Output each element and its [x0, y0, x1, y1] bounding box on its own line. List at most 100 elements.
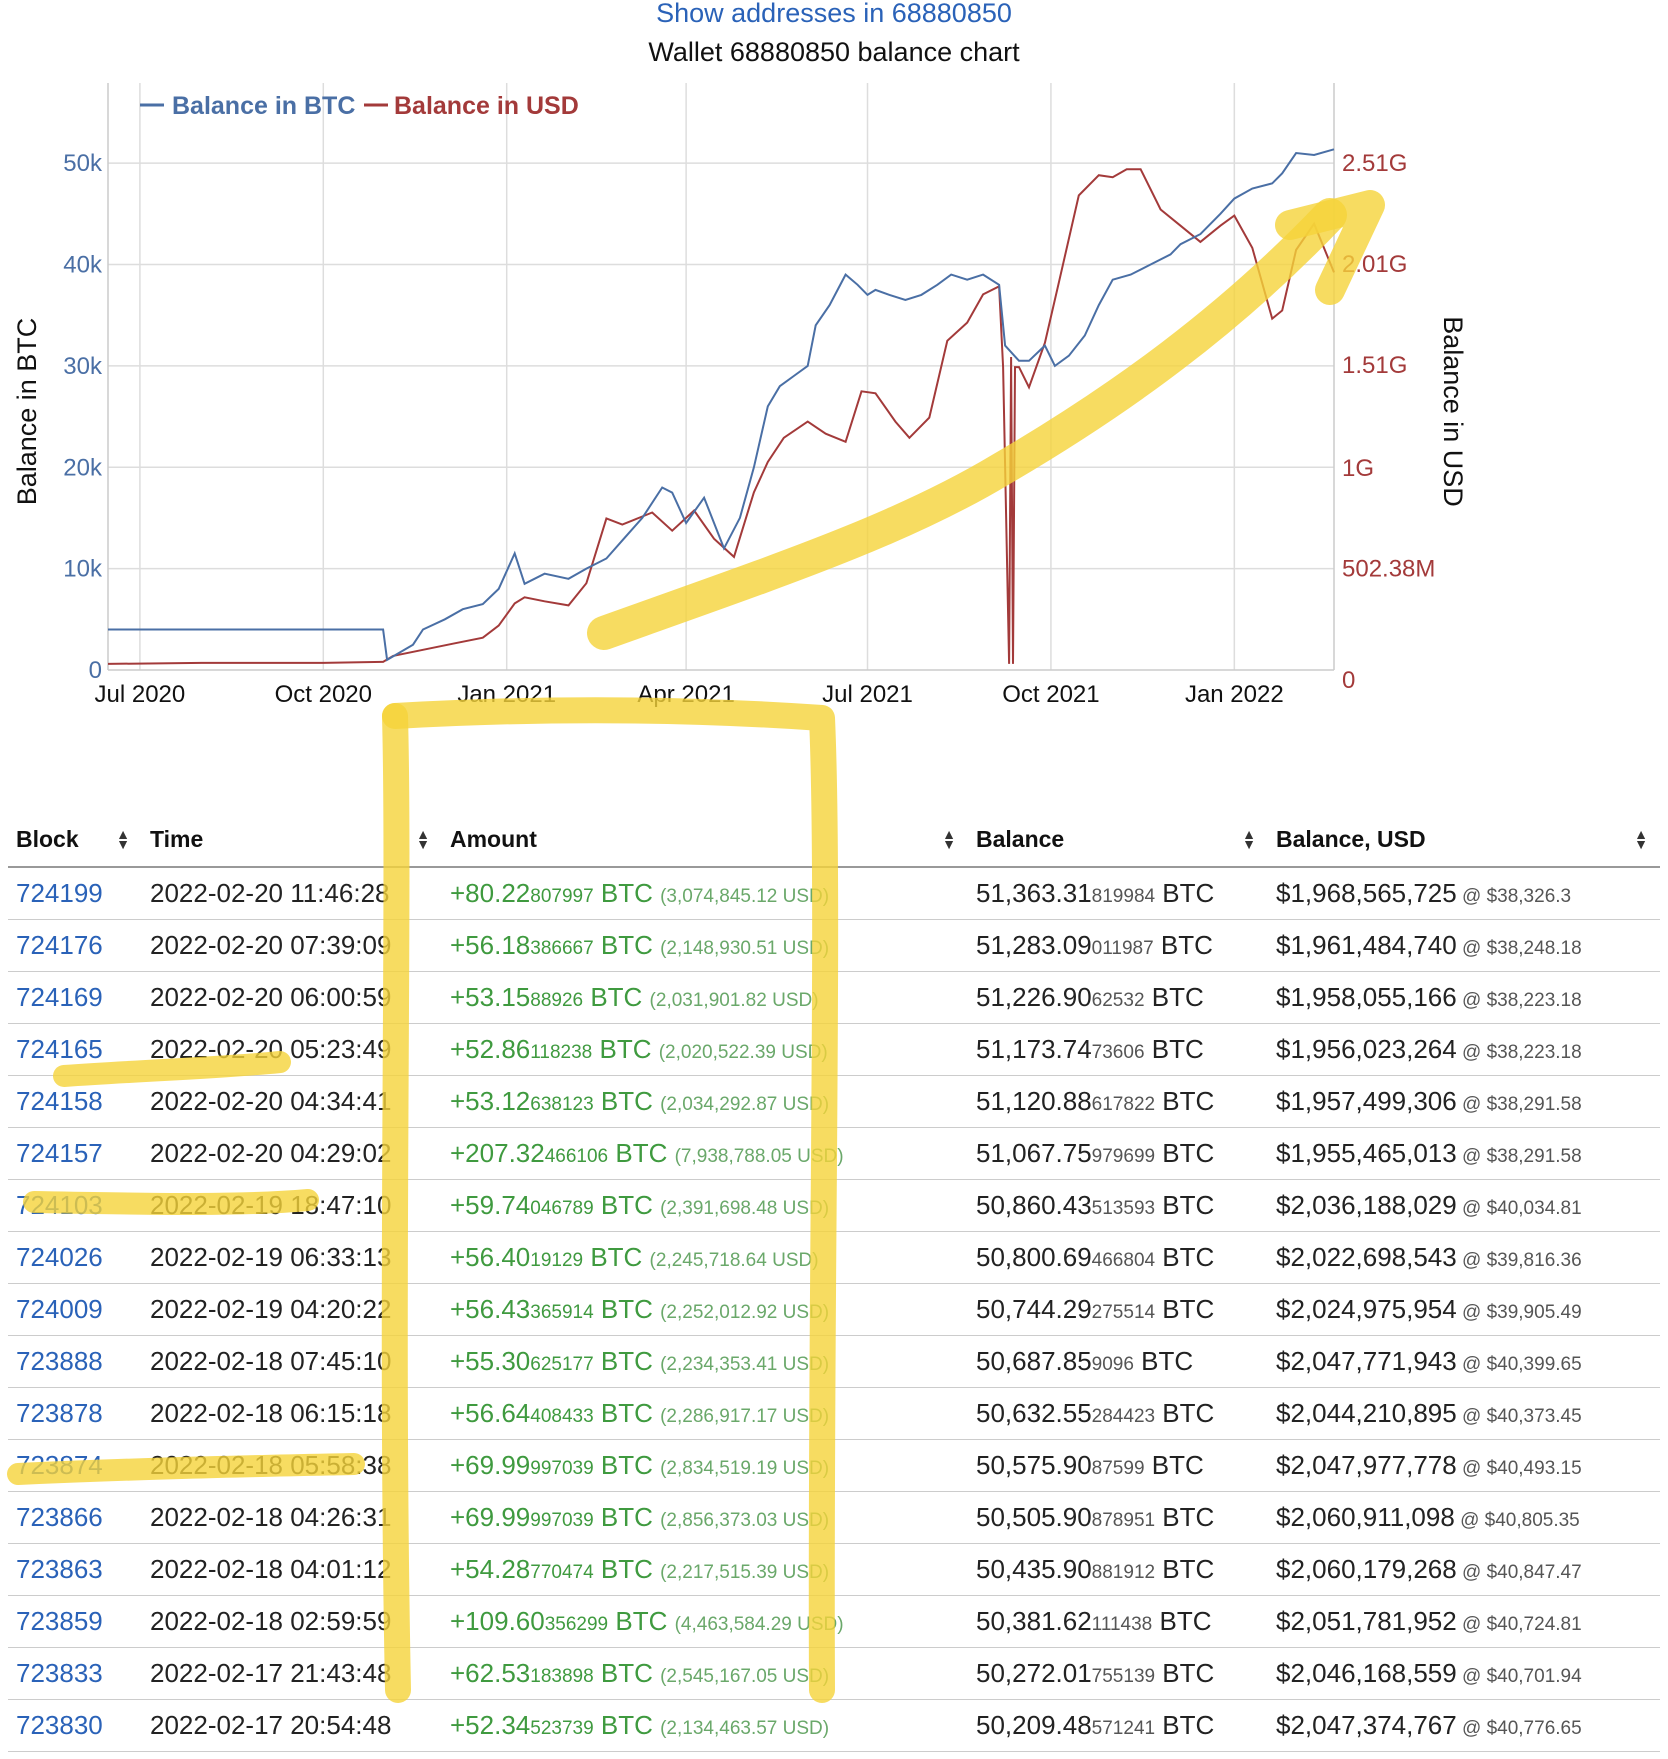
table-row: 723878 2022-02-18 06:15:18 +56.64408433 BT…: [8, 1387, 1660, 1440]
td-balance: 50,435.90881912 BTC: [968, 1543, 1268, 1596]
balance-main: 51,120.88: [976, 1086, 1092, 1116]
balance-unit: BTC: [1155, 1138, 1215, 1168]
td-block: 724199: [8, 867, 142, 920]
balance-main: 50,435.90: [976, 1554, 1092, 1584]
amount-unit: BTC: [593, 1294, 661, 1324]
td-balance-usd: $2,047,977,778 @ $40,493.15: [1268, 1439, 1660, 1492]
time-text: 2022-02-18 06:15:18: [150, 1398, 392, 1428]
td-time: 2022-02-20 04:29:02: [142, 1127, 442, 1180]
td-balance-usd: $1,955,465,013 @ $38,291.58: [1268, 1127, 1660, 1180]
amount-usd: (2,252,012.92 USD): [660, 1302, 830, 1323]
col-header-balance-usd[interactable]: Balance, USD ▲ ▼: [1268, 812, 1660, 868]
col-header-amount[interactable]: Amount ▲ ▼: [442, 812, 968, 868]
exchange-rate: @ $40,805.35: [1454, 1510, 1580, 1531]
balance-fraction: 819984: [1091, 886, 1156, 907]
table-row: 724009 2022-02-19 04:20:22 +56.43365914 BT…: [8, 1283, 1660, 1336]
td-balance-usd: $2,047,374,767 @ $40,776.65: [1268, 1699, 1660, 1752]
block-link[interactable]: 723866: [16, 1502, 103, 1532]
exchange-rate: @ $40,724.81: [1456, 1614, 1582, 1635]
balance-usd-value: $1,957,499,306: [1276, 1086, 1457, 1116]
amount-main: +62.53: [450, 1658, 531, 1688]
amount-usd: (2,391,698.48 USD): [660, 1198, 830, 1219]
amount-fraction: 183898: [530, 1666, 594, 1687]
td-time: 2022-02-18 02:59:59: [142, 1595, 442, 1648]
col-header-block[interactable]: Block ▲ ▼: [8, 812, 142, 868]
chart-header: Show addresses in 68880850 Wallet 688808…: [0, 0, 1668, 68]
y-left-tick-label: 30k: [63, 353, 103, 380]
amount-unit: BTC: [593, 1086, 661, 1116]
td-amount: +80.22807997 BTC (3,074,845.12 USD): [442, 867, 968, 920]
block-link[interactable]: 723833: [16, 1658, 103, 1688]
balance-unit: BTC: [1155, 1710, 1215, 1740]
balance-usd-value: $2,044,210,895: [1276, 1398, 1457, 1428]
td-block: 724026: [8, 1231, 142, 1284]
amount-main: +109.60: [450, 1606, 545, 1636]
td-block: 723859: [8, 1595, 142, 1648]
sort-icon[interactable]: ▲ ▼: [116, 826, 130, 852]
block-link[interactable]: 724009: [16, 1294, 103, 1324]
time-text: 2022-02-18 07:45:10: [150, 1346, 392, 1376]
legend-usd-label: Balance in USD: [394, 92, 579, 120]
block-link[interactable]: 724165: [16, 1034, 103, 1064]
balance-unit: BTC: [1144, 1450, 1204, 1480]
chart-title: Wallet 68880850 balance chart: [648, 37, 1020, 67]
block-link[interactable]: 724199: [16, 878, 103, 908]
time-text: 2022-02-20 04:29:02: [150, 1138, 392, 1168]
balance-main: 50,381.62: [976, 1606, 1092, 1636]
td-balance-usd: $2,024,975,954 @ $39,905.49: [1268, 1283, 1660, 1336]
x-tick-label: Jan 2022: [1185, 681, 1284, 708]
block-link[interactable]: 723878: [16, 1398, 103, 1428]
time-text: 2022-02-19 04:20:22: [150, 1294, 392, 1324]
amount-main: +52.34: [450, 1710, 531, 1740]
balance-usd-value: $2,047,977,778: [1276, 1450, 1457, 1480]
block-link[interactable]: 723888: [16, 1346, 103, 1376]
td-balance: 51,120.88617822 BTC: [968, 1075, 1268, 1128]
show-addresses-link[interactable]: Show addresses in 68880850: [656, 0, 1012, 28]
balance-usd-value: $2,024,975,954: [1276, 1294, 1457, 1324]
td-block: 723830: [8, 1699, 142, 1752]
td-time: 2022-02-20 05:23:49: [142, 1023, 442, 1076]
block-link[interactable]: 724169: [16, 982, 103, 1012]
table-row: 723830 2022-02-17 20:54:48 +52.34523739 BT…: [8, 1699, 1660, 1752]
td-time: 2022-02-18 06:15:18: [142, 1387, 442, 1440]
amount-main: +53.15: [450, 982, 531, 1012]
amount-usd: (2,020,522.39 USD): [658, 1042, 828, 1063]
block-link[interactable]: 723874: [16, 1450, 103, 1480]
td-block: 723878: [8, 1387, 142, 1440]
exchange-rate: @ $40,493.15: [1456, 1458, 1582, 1479]
sort-icon[interactable]: ▲ ▼: [416, 826, 430, 852]
amount-usd: (2,134,463.57 USD): [660, 1718, 830, 1739]
time-text: 2022-02-18 04:01:12: [150, 1554, 392, 1584]
sort-icon[interactable]: ▲ ▼: [1634, 826, 1648, 852]
balance-unit: BTC: [1144, 982, 1204, 1012]
amount-unit: BTC: [593, 1190, 661, 1220]
block-link[interactable]: 724026: [16, 1242, 103, 1272]
td-amount: +62.53183898 BTC (2,545,167.05 USD): [442, 1647, 968, 1700]
block-link[interactable]: 724176: [16, 930, 103, 960]
col-header-balance[interactable]: Balance ▲ ▼: [968, 812, 1268, 868]
exchange-rate: @ $39,816.36: [1456, 1250, 1582, 1271]
block-link[interactable]: 724157: [16, 1138, 103, 1168]
balance-main: 50,632.55: [976, 1398, 1092, 1428]
td-time: 2022-02-19 18:47:10: [142, 1179, 442, 1232]
amount-unit: BTC: [593, 1554, 661, 1584]
td-block: 724169: [8, 971, 142, 1024]
btc-series-line: [108, 148, 1335, 662]
table-row: 723859 2022-02-18 02:59:59 +109.60356299 B…: [8, 1595, 1660, 1648]
table-row: 723888 2022-02-18 07:45:10 +55.30625177 BT…: [8, 1335, 1660, 1388]
exchange-rate: @ $40,034.81: [1456, 1198, 1582, 1219]
block-link[interactable]: 723830: [16, 1710, 103, 1740]
sort-icon[interactable]: ▲ ▼: [1242, 826, 1256, 852]
col-header-time[interactable]: Time ▲ ▼: [142, 812, 442, 868]
x-tick-label: Jul 2020: [95, 681, 186, 708]
block-link[interactable]: 724158: [16, 1086, 103, 1116]
block-link[interactable]: 724103: [16, 1190, 103, 1220]
block-link[interactable]: 723859: [16, 1606, 103, 1636]
amount-fraction: 19129: [530, 1250, 584, 1271]
table-header-row: Block ▲ ▼ Time ▲ ▼ Amount ▲ ▼ Balance ▲ ▼ Balanc…: [8, 812, 1660, 868]
block-link[interactable]: 723863: [16, 1554, 103, 1584]
exchange-rate: @ $40,373.45: [1456, 1406, 1582, 1427]
exchange-rate: @ $38,326.3: [1456, 886, 1572, 907]
amount-fraction: 408433: [530, 1406, 594, 1427]
sort-icon[interactable]: ▲ ▼: [942, 826, 956, 852]
